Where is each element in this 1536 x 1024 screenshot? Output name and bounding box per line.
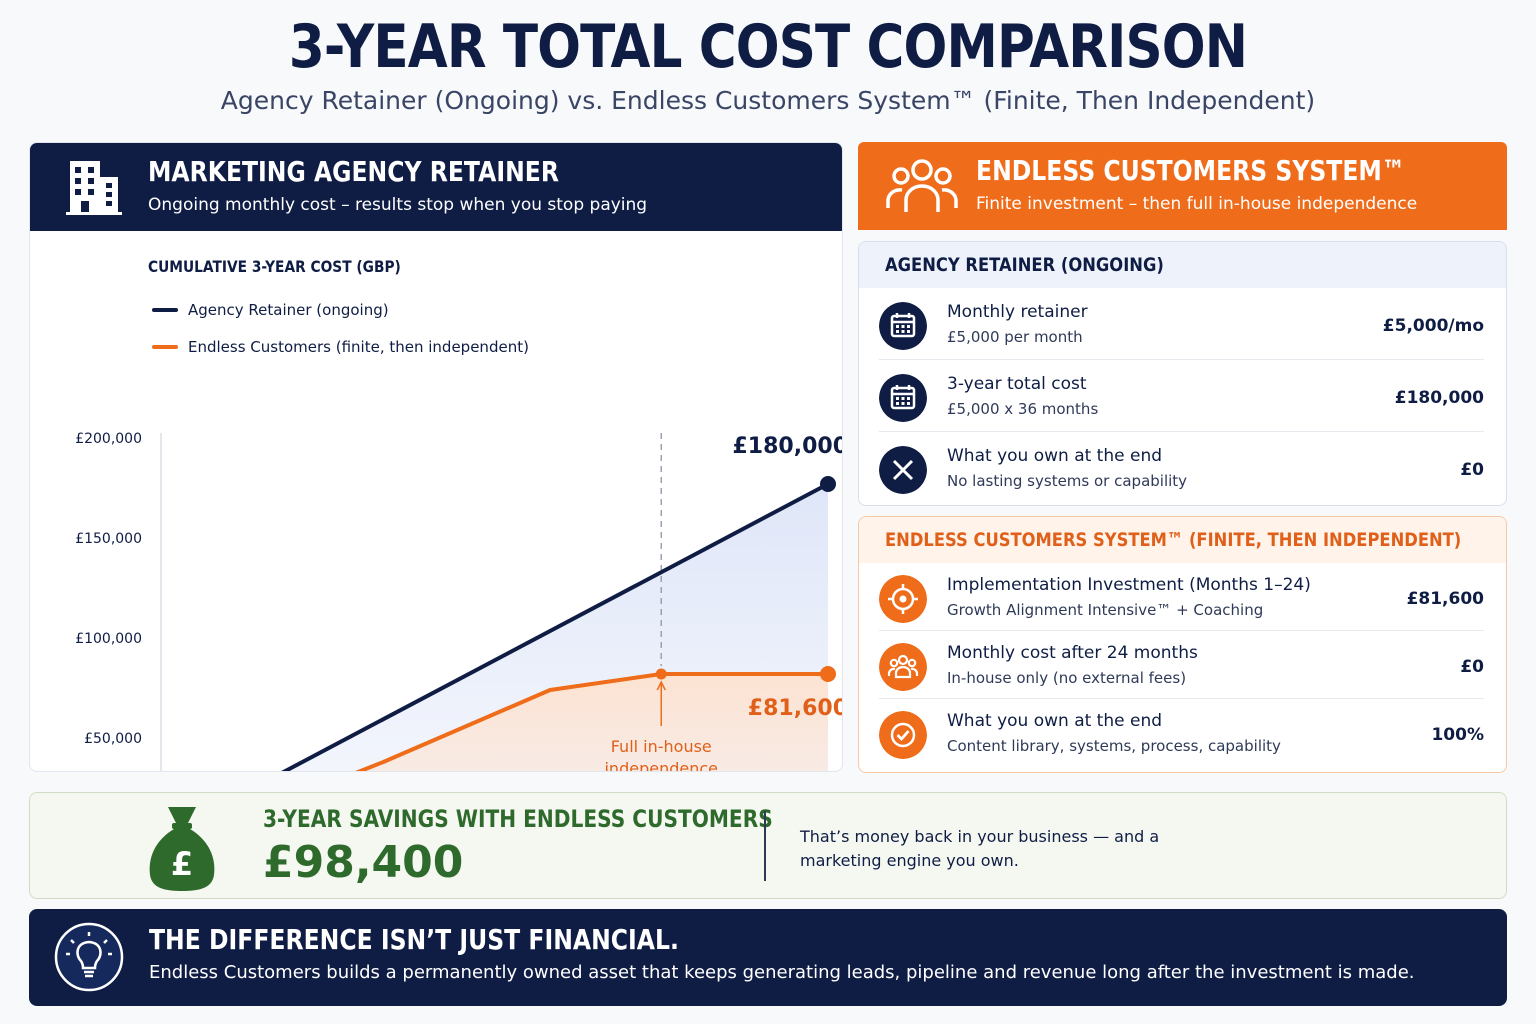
series-area-1 [360, 674, 828, 771]
target-icon [879, 575, 927, 623]
legend-endless: Endless Customers (finite, then independ… [152, 338, 529, 356]
row-value: 100% [1431, 725, 1484, 745]
difference-banner: THE DIFFERENCE ISN’T JUST FINANCIAL. End… [29, 909, 1507, 1006]
row-detail: Content library, systems, process, capab… [947, 737, 1281, 755]
row-detail: £5,000 x 36 months [947, 400, 1099, 418]
legend-swatch-endless [152, 345, 178, 349]
check-icon [879, 711, 927, 759]
annotation-arrow-head [656, 680, 666, 691]
savings-note: That’s money back in your business — and… [800, 827, 1160, 870]
agency-retainer-card: AGENCY RETAINER (ONGOING) Monthly retain… [858, 241, 1507, 506]
series-end-point-0 [820, 476, 836, 492]
agency-row-total: 3-year total cost £5,000 x 36 months £18… [879, 360, 1484, 432]
legend-swatch-agency [152, 308, 178, 312]
legend-agency: Agency Retainer (ongoing) [152, 301, 389, 319]
system-panel-title: ENDLESS CUSTOMERS SYSTEM™ [976, 154, 1406, 187]
calendar-icon [879, 302, 927, 350]
chart-title: CUMULATIVE 3-YEAR COST (GBP) [148, 257, 401, 276]
savings-value: £98,400 [263, 837, 464, 888]
row-label: What you own at the end [947, 711, 1163, 731]
system-panel-header: ENDLESS CUSTOMERS SYSTEM™ Finite investm… [858, 142, 1507, 230]
system-row-own: What you own at the end Content library,… [879, 699, 1484, 767]
legend-label-endless: Endless Customers (finite, then independ… [188, 338, 529, 356]
series-end-point-1 [820, 666, 836, 682]
savings-divider [764, 811, 766, 881]
money-bag-icon: £ [149, 807, 215, 891]
row-value: £180,000 [1394, 388, 1484, 408]
x-icon [879, 446, 927, 494]
page-title: 3-YEAR TOTAL COST COMPARISON [288, 12, 1248, 82]
row-label: 3-year total cost [947, 374, 1087, 394]
system-row-investment: Implementation Investment (Months 1–24) … [879, 563, 1484, 631]
annotation-label: Full in-houseindependenceachieved [604, 737, 718, 772]
row-value: £0 [1460, 657, 1484, 677]
team-icon [879, 643, 927, 691]
row-detail: £5,000 per month [947, 328, 1083, 346]
agency-panel-header: MARKETING AGENCY RETAINER Ongoing monthl… [30, 143, 842, 231]
agency-row-own: What you own at the end No lasting syste… [879, 432, 1484, 504]
agency-row-monthly: Monthly retainer £5,000 per month £5,000… [879, 288, 1484, 360]
agency-panel-title: MARKETING AGENCY RETAINER [148, 155, 559, 188]
y-tick-label: £50,000 [84, 731, 142, 747]
building-icon [66, 161, 122, 215]
row-detail: Growth Alignment Intensive™ + Coaching [947, 601, 1264, 619]
agency-card-heading: AGENCY RETAINER (ONGOING) [859, 242, 1506, 288]
row-value: £81,600 [1406, 589, 1484, 609]
difference-title: THE DIFFERENCE ISN’T JUST FINANCIAL. [149, 923, 679, 956]
row-label: What you own at the end [947, 446, 1163, 466]
lightbulb-icon [54, 922, 124, 992]
row-label: Implementation Investment (Months 1–24) [947, 575, 1311, 595]
row-label: Monthly cost after 24 months [947, 643, 1198, 663]
row-value: £0 [1460, 460, 1484, 480]
row-value: £5,000/mo [1382, 316, 1484, 336]
system-card-heading: ENDLESS CUSTOMERS SYSTEM™ (FINITE, THEN … [859, 517, 1506, 563]
y-tick-label: £100,000 [75, 631, 142, 647]
system-panel-subtitle: Finite investment – then full in-house i… [976, 194, 1418, 214]
annotation-point [655, 668, 667, 680]
y-tick-label: £200,000 [75, 431, 142, 447]
people-icon [886, 159, 958, 212]
savings-label: 3-YEAR SAVINGS WITH ENDLESS CUSTOMERS [263, 805, 773, 833]
page-subtitle: Agency Retainer (Ongoing) vs. Endless Cu… [220, 86, 1316, 115]
calendar-icon [879, 374, 927, 422]
savings-banner: £ 3-YEAR SAVINGS WITH ENDLESS CUSTOMERS … [29, 792, 1507, 899]
legend-label-agency: Agency Retainer (ongoing) [188, 301, 389, 319]
row-label: Monthly retainer [947, 302, 1088, 322]
svg-text:£: £ [171, 845, 193, 883]
agency-panel-subtitle: Ongoing monthly cost – results stop when… [148, 195, 648, 215]
system-row-monthly: Monthly cost after 24 months In-house on… [879, 631, 1484, 699]
endless-system-card: ENDLESS CUSTOMERS SYSTEM™ (FINITE, THEN … [858, 516, 1507, 773]
series-line-0 [281, 482, 830, 771]
row-detail: In-house only (no external fees) [947, 669, 1187, 687]
y-tick-label: £150,000 [75, 531, 142, 547]
series-end-label-endless: £81,600 [748, 696, 843, 721]
difference-text: Endless Customers builds a permanently o… [149, 962, 1415, 983]
agency-chart-panel: MARKETING AGENCY RETAINER Ongoing monthl… [29, 142, 843, 772]
series-end-label-agency: £180,000 [732, 434, 843, 459]
series-line-1 [355, 672, 830, 771]
cost-chart: £0£50,000£100,000£150,000£200,00006 Mont… [75, 431, 843, 772]
row-detail: No lasting systems or capability [947, 472, 1188, 490]
